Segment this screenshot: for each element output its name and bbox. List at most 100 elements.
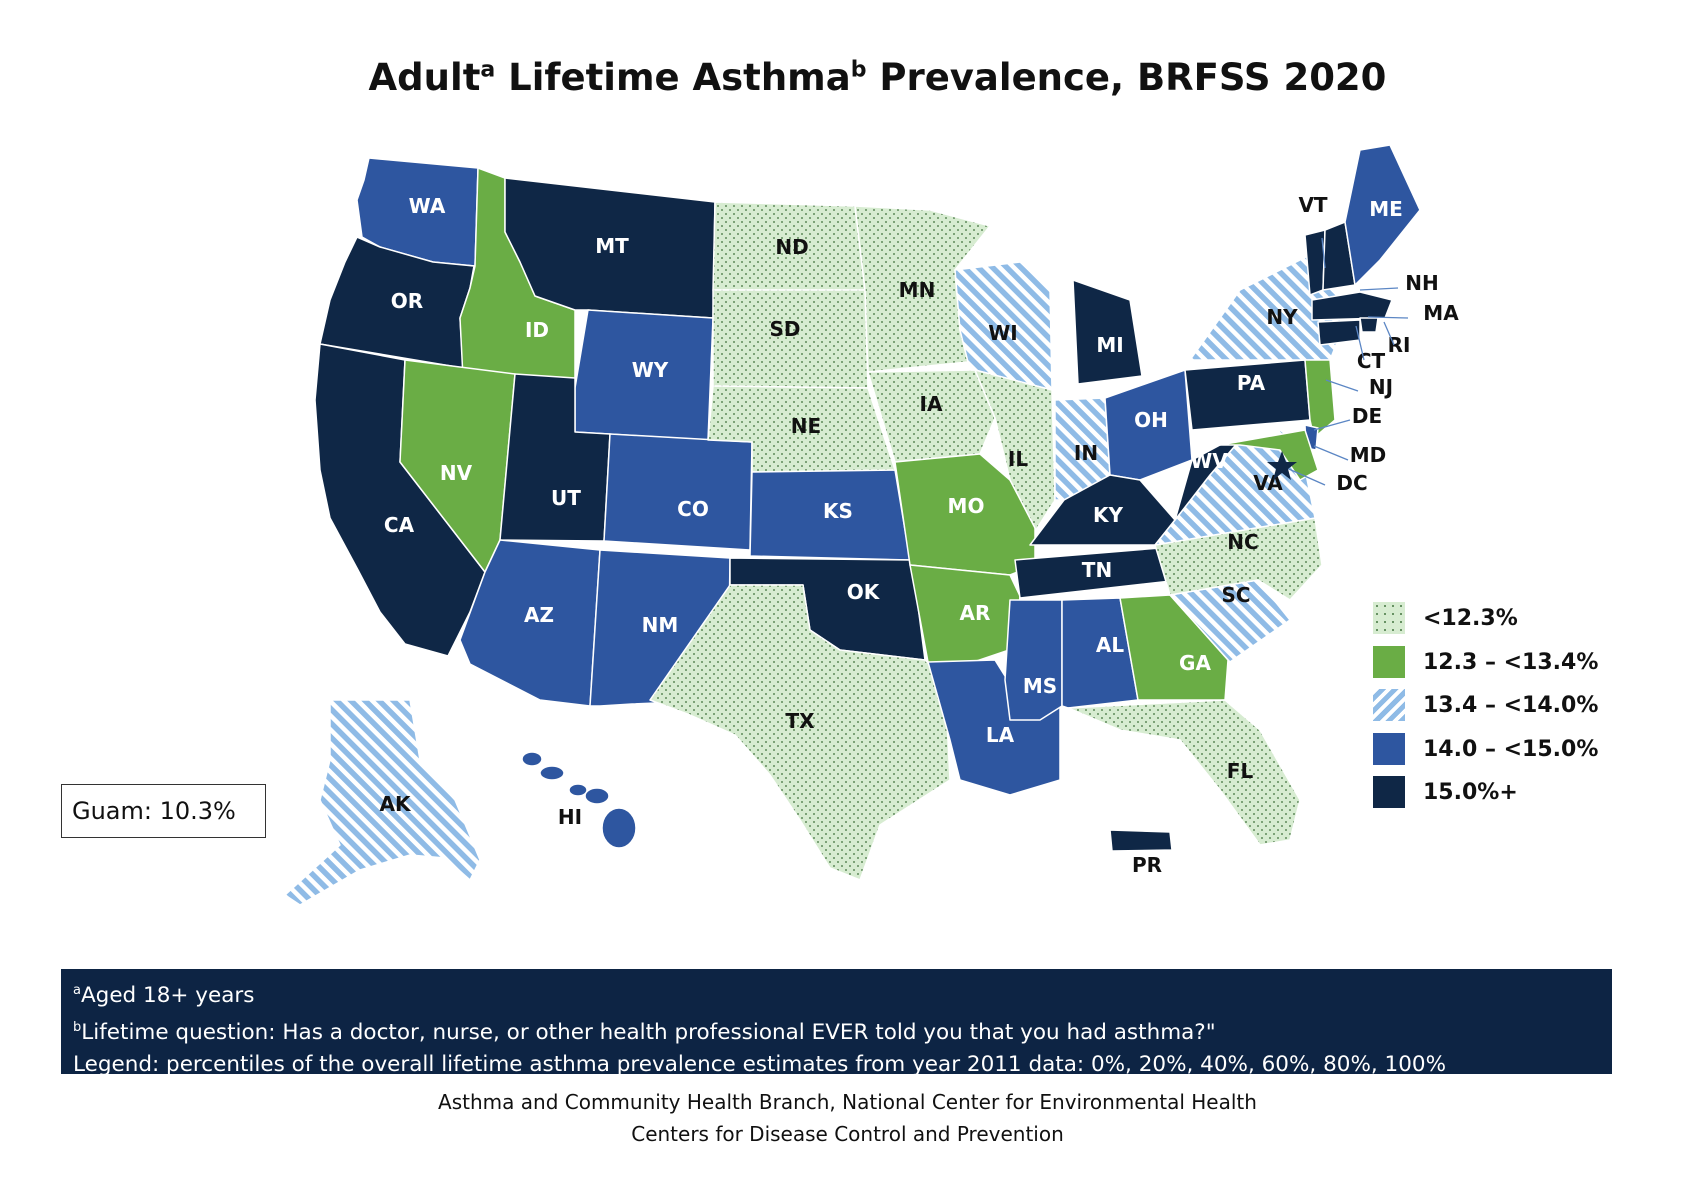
footnote-legend-note: Legend: percentiles of the overall lifet…: [73, 1052, 1447, 1078]
footnote-b: bLifetime question: Has a doctor, nurse,…: [73, 1012, 1600, 1049]
footnote-b-text: Lifetime question: Has a doctor, nurse, …: [81, 1020, 1216, 1046]
state-label-nc: NC: [1227, 530, 1258, 554]
footnote-a-marker: a: [73, 983, 81, 998]
state-label-md: MD: [1350, 443, 1387, 467]
state-mi: [1072, 279, 1143, 385]
legend-item-15-plus: 15.0%+: [1373, 775, 1518, 809]
state-ct: [1317, 319, 1361, 346]
legend-label: 12.3 – <13.4%: [1423, 649, 1599, 675]
state-label-ne: NE: [791, 414, 821, 438]
state-fl: [1067, 699, 1301, 846]
state-labels-layer: WA OR CA ID NV MT WY UT CO AZ NM ND SD NE KS OK TX MN IA MO…: [380, 193, 1460, 877]
state-label-ma: MA: [1423, 301, 1459, 325]
legend-swatch-blue: [1373, 733, 1405, 765]
state-label-al: AL: [1096, 633, 1124, 657]
credit-line-1: Asthma and Community Health Branch, Nati…: [438, 1090, 1257, 1114]
guam-label: Guam: 10.3%: [72, 797, 236, 825]
legend-item-14-0-15-0: 14.0 – <15.0%: [1373, 732, 1598, 766]
title-superscript-b: b: [850, 57, 867, 83]
legend-label: 13.4 – <14.0%: [1423, 692, 1599, 718]
legend-label: <12.3%: [1423, 605, 1518, 631]
state-hi-island-2: [539, 765, 565, 781]
legend-swatch-striped: [1373, 689, 1405, 721]
title-part-2: Lifetime Asthma: [495, 56, 851, 99]
map-title: Adulta Lifetime Asthmab Prevalence, BRFS…: [0, 56, 1695, 99]
state-label-il: IL: [1008, 447, 1028, 471]
footnote-a: aAged 18+ years: [73, 975, 1600, 1012]
state-md: [1219, 429, 1319, 481]
guam-value-box: Guam: 10.3%: [61, 784, 266, 838]
state-ga: [1119, 594, 1229, 701]
state-label-wa: WA: [409, 194, 446, 218]
title-part-3: Prevalence, BRFSS 2020: [866, 56, 1387, 99]
state-label-wv: WV: [1190, 449, 1228, 473]
state-label-ia: IA: [920, 392, 943, 416]
state-label-pa: PA: [1237, 371, 1266, 395]
state-label-dc: DC: [1336, 471, 1367, 495]
state-label-ks: KS: [823, 499, 853, 523]
state-label-in: IN: [1074, 441, 1098, 465]
state-il: [974, 369, 1056, 531]
state-label-ar: AR: [960, 601, 991, 625]
state-label-vt: VT: [1298, 193, 1327, 217]
state-label-id: ID: [525, 318, 549, 342]
state-label-ga: GA: [1179, 651, 1211, 675]
state-ms: [1004, 599, 1063, 721]
state-label-ky: KY: [1093, 503, 1123, 527]
state-label-ms: MS: [1023, 674, 1057, 698]
footnotes-panel: aAged 18+ years bLifetime question: Has …: [61, 969, 1612, 1077]
state-label-nd: ND: [775, 235, 808, 259]
legend-swatch-dotted: [1373, 602, 1405, 634]
state-label-wy: WY: [632, 358, 669, 382]
state-label-az: AZ: [524, 603, 554, 627]
footnote-a-text: Aged 18+ years: [80, 983, 255, 1009]
state-label-co: CO: [677, 497, 709, 521]
source-credit: Asthma and Community Health Branch, Nati…: [0, 1086, 1695, 1150]
state-hi-island-1: [521, 751, 543, 767]
state-la: [927, 659, 1061, 796]
state-label-ct: CT: [1357, 349, 1386, 373]
legend-item-13-4-14-0: 13.4 – <14.0%: [1373, 688, 1598, 722]
state-label-nh: NH: [1405, 271, 1438, 295]
state-tx: [649, 584, 951, 881]
credit-line-2: Centers for Disease Control and Preventi…: [631, 1122, 1064, 1146]
state-co: [603, 433, 753, 551]
leader-lines: [1281, 237, 1409, 486]
state-label-mn: MN: [899, 278, 936, 302]
state-label-ak: AK: [380, 792, 412, 816]
state-label-ut: UT: [551, 486, 581, 510]
footnote-b-marker: b: [73, 1020, 82, 1036]
state-ma: [1311, 291, 1393, 321]
states-layer: [284, 144, 1421, 906]
dc-star-icon: [1267, 451, 1297, 480]
state-label-hi: HI: [558, 805, 582, 829]
state-label-sc: SC: [1221, 583, 1250, 607]
state-pr: [1109, 829, 1173, 852]
state-label-or: OR: [391, 289, 423, 313]
state-label-ri: RI: [1388, 333, 1411, 357]
state-label-wi: WI: [988, 321, 1018, 345]
state-nj: [1304, 359, 1336, 439]
state-label-ny: NY: [1266, 305, 1298, 329]
state-hi-island-4: [584, 787, 610, 805]
state-ri: [1359, 317, 1379, 333]
state-hi-island-5: [601, 807, 637, 849]
state-label-tn: TN: [1082, 558, 1112, 582]
state-label-tx: TX: [785, 709, 815, 733]
title-part-1: Adult: [368, 56, 481, 99]
state-label-ca: CA: [384, 513, 415, 537]
state-label-la: LA: [986, 723, 1015, 747]
state-label-de: DE: [1352, 404, 1382, 428]
state-label-mi: MI: [1096, 333, 1123, 357]
state-label-me: ME: [1369, 197, 1403, 221]
state-label-sd: SD: [769, 317, 800, 341]
state-label-fl: FL: [1227, 759, 1254, 783]
state-label-nv: NV: [440, 461, 473, 485]
title-superscript-a: a: [480, 57, 496, 83]
legend-label: 15.0%+: [1423, 779, 1518, 805]
state-ak: [284, 699, 481, 906]
state-ia: [867, 369, 996, 463]
state-me: [1344, 144, 1421, 286]
state-oh: [1104, 369, 1193, 481]
